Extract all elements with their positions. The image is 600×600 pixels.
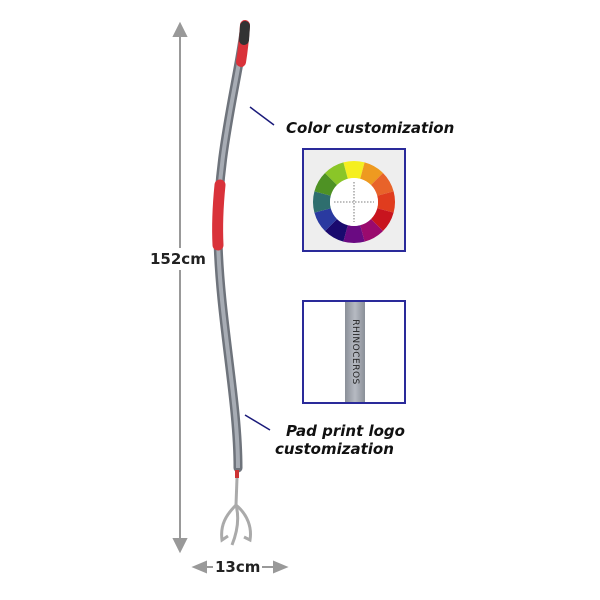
color-wheel-segment bbox=[314, 208, 338, 231]
color-wheel-center bbox=[330, 178, 378, 226]
color-wheel-segment bbox=[313, 191, 331, 213]
color-wheel-segment bbox=[377, 191, 395, 213]
color-wheel-segment bbox=[370, 173, 394, 196]
color-wheel-segment bbox=[360, 162, 383, 186]
color-wheel-segment bbox=[325, 218, 348, 242]
color-wheel-box bbox=[302, 148, 406, 252]
height-label: 152cm bbox=[150, 248, 206, 270]
pad-print-label-line2: customization bbox=[275, 440, 394, 458]
pad-print-label-line1: Pad print logo bbox=[286, 422, 405, 440]
cultivator-handle bbox=[212, 20, 250, 478]
color-wheel-segment bbox=[370, 208, 394, 231]
color-pointer-line bbox=[249, 106, 275, 126]
middle-grip bbox=[212, 179, 226, 251]
color-wheel-segment bbox=[314, 173, 338, 196]
logo-print: RHINOCEROS bbox=[350, 319, 360, 385]
color-wheel-segment bbox=[360, 218, 383, 242]
color-wheel-segment bbox=[325, 162, 348, 186]
width-label: 13cm bbox=[213, 558, 263, 576]
height-dimension-arrow bbox=[172, 21, 188, 554]
color-wheel-icon bbox=[313, 161, 395, 243]
color-customization-label: Color customization bbox=[286, 119, 455, 137]
logo-pointer-line bbox=[244, 414, 271, 431]
cultivator-fork bbox=[220, 477, 252, 546]
color-wheel-segment bbox=[343, 161, 365, 179]
color-wheel-segment bbox=[343, 225, 365, 243]
logo-closeup-box: RHINOCEROS bbox=[302, 300, 406, 404]
